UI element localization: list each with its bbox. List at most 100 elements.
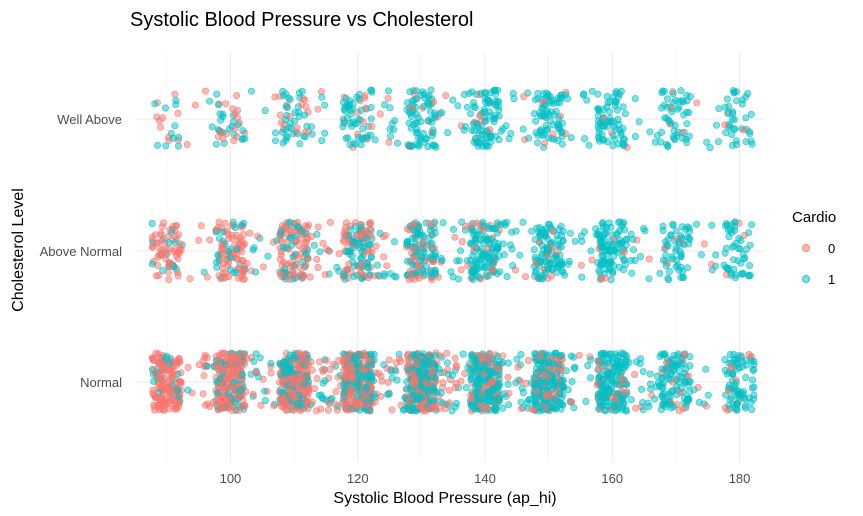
- data-point-cardio-0: [445, 399, 453, 407]
- data-point-cardio-1: [725, 401, 733, 409]
- data-point-cardio-1: [486, 108, 494, 116]
- data-point-cardio-1: [532, 117, 540, 125]
- data-point-cardio-0: [280, 403, 288, 411]
- data-point-cardio-1: [354, 240, 362, 248]
- data-point-cardio-0: [206, 236, 214, 244]
- data-point-cardio-1: [580, 135, 588, 143]
- data-point-cardio-0: [212, 226, 220, 234]
- data-point-cardio-1: [213, 90, 221, 98]
- data-point-cardio-0: [365, 220, 373, 228]
- data-point-cardio-1: [595, 405, 603, 413]
- data-point-cardio-1: [279, 243, 287, 251]
- data-point-cardio-1: [216, 375, 224, 383]
- data-point-cardio-1: [471, 104, 479, 112]
- data-point-cardio-1: [443, 359, 451, 367]
- data-point-cardio-0: [149, 386, 157, 394]
- data-point-cardio-1: [730, 387, 738, 395]
- data-point-cardio-1: [656, 269, 664, 277]
- data-point-cardio-0: [620, 248, 628, 256]
- data-point-cardio-1: [606, 108, 614, 116]
- data-point-cardio-1: [174, 386, 182, 394]
- data-point-cardio-0: [153, 113, 161, 121]
- data-point-cardio-1: [743, 361, 751, 369]
- data-point-cardio-0: [458, 238, 466, 246]
- data-point-cardio-0: [300, 387, 308, 395]
- data-point-cardio-1: [271, 137, 279, 145]
- data-point-cardio-1: [628, 269, 636, 277]
- data-point-cardio-1: [286, 351, 294, 359]
- data-point-cardio-0: [662, 359, 670, 367]
- data-point-cardio-0: [383, 364, 391, 372]
- data-point-cardio-1: [674, 105, 682, 113]
- data-point-cardio-1: [721, 249, 729, 257]
- data-point-cardio-1: [271, 129, 279, 137]
- data-point-cardio-1: [250, 357, 258, 365]
- data-point-cardio-1: [279, 139, 287, 147]
- data-point-cardio-0: [407, 104, 415, 112]
- data-point-cardio-1: [664, 235, 672, 243]
- data-point-cardio-0: [541, 139, 549, 147]
- data-point-cardio-1: [415, 134, 423, 142]
- data-point-cardio-0: [335, 250, 343, 258]
- data-point-cardio-1: [308, 130, 316, 138]
- data-point-cardio-1: [215, 101, 223, 109]
- data-point-cardio-1: [460, 91, 468, 99]
- data-point-cardio-1: [488, 387, 496, 395]
- data-point-cardio-1: [171, 122, 179, 130]
- data-point-cardio-0: [166, 392, 174, 400]
- data-point-cardio-1: [621, 110, 629, 118]
- data-point-cardio-0: [325, 247, 333, 255]
- data-point-cardio-0: [310, 385, 318, 393]
- data-point-cardio-1: [495, 394, 503, 402]
- data-point-cardio-1: [663, 241, 671, 249]
- data-point-cardio-1: [609, 132, 617, 140]
- data-point-cardio-1: [729, 87, 737, 95]
- data-point-cardio-0: [451, 354, 459, 362]
- data-point-cardio-1: [355, 350, 363, 358]
- data-point-cardio-1: [504, 380, 512, 388]
- data-point-cardio-1: [432, 351, 440, 359]
- data-point-cardio-1: [586, 374, 594, 382]
- data-point-cardio-1: [610, 401, 618, 409]
- data-point-cardio-0: [218, 399, 226, 407]
- data-point-cardio-1: [571, 363, 579, 371]
- data-point-cardio-0: [357, 231, 365, 239]
- data-point-cardio-0: [380, 253, 388, 261]
- data-point-cardio-1: [484, 272, 492, 280]
- data-point-cardio-1: [449, 96, 457, 104]
- data-point-cardio-1: [438, 256, 446, 264]
- data-point-cardio-1: [291, 117, 299, 125]
- data-point-cardio-1: [407, 113, 415, 121]
- data-point-cardio-0: [267, 369, 275, 377]
- data-point-cardio-1: [386, 104, 394, 112]
- data-point-cardio-1: [580, 90, 588, 98]
- data-point-cardio-0: [231, 110, 239, 118]
- data-point-cardio-0: [548, 228, 556, 236]
- data-point-cardio-1: [749, 367, 757, 375]
- data-point-cardio-1: [733, 365, 741, 373]
- data-point-cardio-0: [297, 101, 305, 109]
- data-point-cardio-1: [479, 218, 487, 226]
- data-point-cardio-1: [393, 376, 401, 384]
- data-point-cardio-0: [632, 404, 640, 412]
- data-point-cardio-0: [382, 231, 390, 239]
- data-point-cardio-1: [702, 365, 710, 373]
- data-point-cardio-1: [279, 92, 287, 100]
- data-point-cardio-1: [565, 257, 573, 265]
- data-point-cardio-0: [157, 231, 165, 239]
- data-point-cardio-1: [213, 258, 221, 266]
- data-point-cardio-0: [229, 385, 237, 393]
- data-point-cardio-0: [702, 402, 710, 410]
- data-point-cardio-0: [707, 260, 715, 268]
- data-point-cardio-0: [331, 400, 339, 408]
- data-point-cardio-1: [523, 399, 531, 407]
- data-point-cardio-1: [727, 394, 735, 402]
- data-point-cardio-0: [175, 249, 183, 257]
- data-point-cardio-0: [332, 388, 340, 396]
- data-point-cardio-1: [489, 115, 497, 123]
- data-point-cardio-0: [301, 128, 309, 136]
- data-point-cardio-1: [686, 388, 694, 396]
- data-point-cardio-1: [537, 253, 545, 261]
- data-point-cardio-1: [677, 373, 685, 381]
